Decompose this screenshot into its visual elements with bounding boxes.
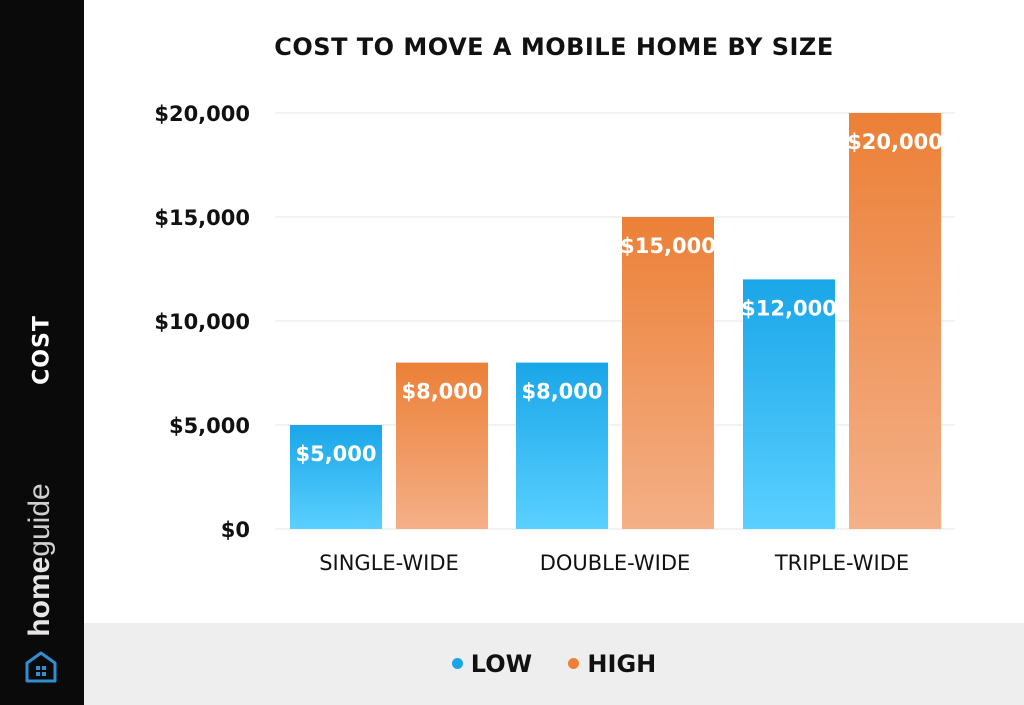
bar-high: [396, 362, 488, 529]
house-logo-icon: [25, 651, 57, 683]
bar-low: [290, 425, 382, 529]
data-label: $12,000: [741, 296, 837, 320]
y-tick-label: $0: [221, 518, 250, 542]
data-label: $8,000: [521, 380, 602, 404]
left-sidebar-band: COST homeguide: [0, 0, 84, 705]
legend: LOW HIGH: [84, 650, 1024, 678]
legend-label-high: HIGH: [587, 650, 657, 678]
data-label: $5,000: [295, 442, 376, 466]
y-tick-label: $20,000: [154, 102, 250, 126]
legend-band: LOW HIGH: [84, 623, 1024, 705]
bar-chart: $0 $5,000 $10,000 $15,000 $20,000 $5,000 $8,00…: [154, 102, 955, 575]
x-tick-label: SINGLE-WIDE: [319, 551, 459, 575]
y-tick-label: $10,000: [154, 310, 250, 334]
legend-item-low: LOW: [451, 650, 533, 678]
y-tick-label: $15,000: [154, 206, 250, 230]
x-tick-label: DOUBLE-WIDE: [540, 551, 691, 575]
y-tick-label: $5,000: [169, 414, 250, 438]
legend-dot-low: [451, 657, 463, 669]
bar-low: [516, 362, 608, 529]
legend-dot-high: [568, 657, 580, 669]
data-label: $8,000: [401, 380, 482, 404]
x-tick-label: TRIPLE-WIDE: [774, 551, 909, 575]
chart-title: COST TO MOVE A MOBILE HOME BY SIZE: [274, 33, 834, 61]
legend-item-high: HIGH: [568, 650, 656, 678]
legend-label-low: LOW: [470, 650, 533, 678]
bar-low: [743, 279, 835, 529]
bar-high: [622, 217, 714, 529]
data-label: $15,000: [620, 234, 716, 258]
data-label: $20,000: [847, 130, 943, 154]
bar-high: [849, 113, 941, 529]
